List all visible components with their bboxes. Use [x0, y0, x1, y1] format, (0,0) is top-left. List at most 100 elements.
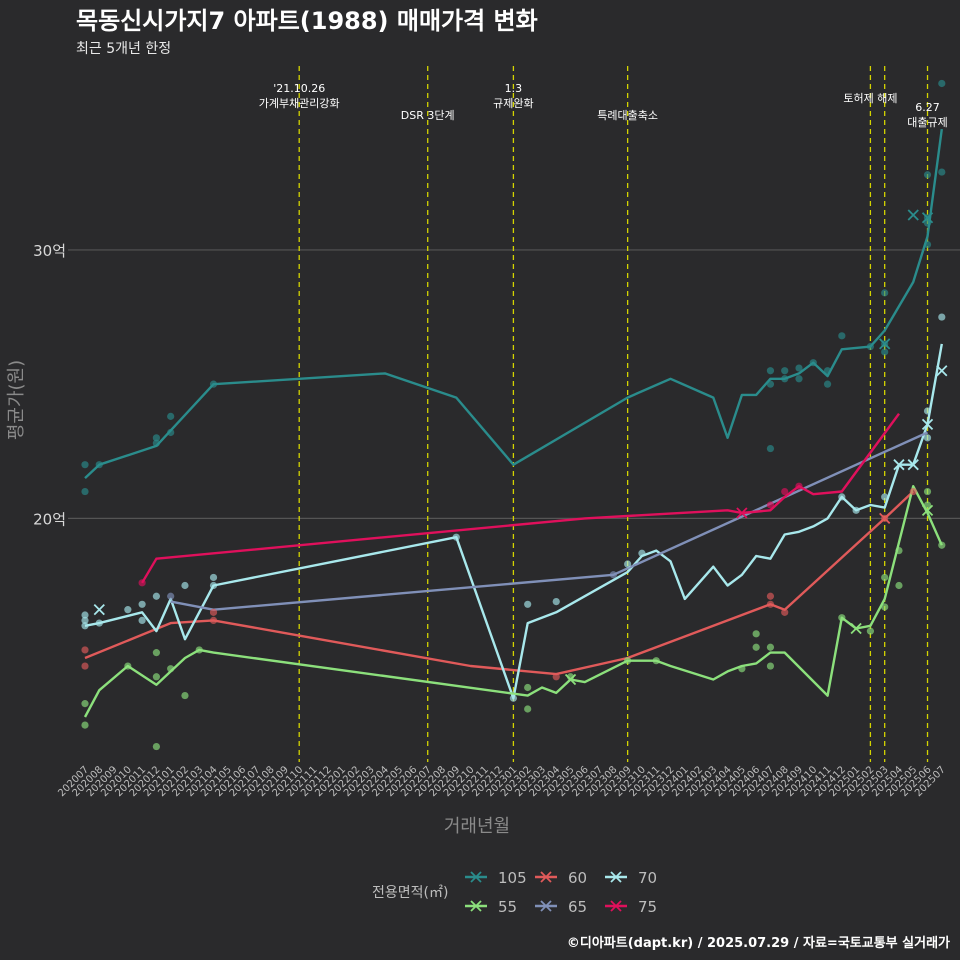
cross-mark-70-0 — [93, 604, 105, 616]
point-105-16 — [823, 380, 832, 388]
point-55-27 — [938, 541, 946, 549]
point-55-26 — [923, 487, 932, 496]
point-105-10 — [766, 380, 775, 388]
point-60-5 — [766, 592, 775, 600]
point-55-23 — [895, 581, 903, 590]
point-60-0 — [81, 662, 89, 670]
point-55-3 — [152, 649, 160, 657]
cross-mark-70-3 — [921, 418, 934, 431]
point-105-20 — [881, 348, 889, 356]
legend-item-105: 105 — [465, 869, 527, 887]
point-105-0 — [81, 487, 89, 496]
cross-mark-70-2 — [907, 459, 919, 471]
point-105-1 — [81, 461, 89, 469]
cross-55-1 — [850, 622, 862, 635]
point-70-20 — [923, 407, 932, 415]
point-70-13 — [524, 600, 532, 608]
point-55-9 — [524, 705, 532, 713]
legend-swatch-cross-65 — [540, 900, 552, 912]
point-70-18 — [852, 506, 860, 514]
point-70-16 — [638, 549, 646, 557]
point-70-3 — [95, 619, 103, 627]
legend-title: 전용면적(㎡) — [372, 885, 448, 901]
legend-label-65: 65 — [568, 898, 587, 916]
legend-item-75: 75 — [605, 898, 657, 916]
point-55-4 — [152, 673, 160, 681]
point-105-21 — [881, 289, 889, 297]
point-105-5 — [167, 428, 175, 437]
policy-label-1-0: DSR 3단계 — [401, 109, 455, 122]
legend-swatch-cross-75 — [610, 900, 622, 912]
policy-label-2-0: 1.3 — [505, 82, 523, 95]
point-105-15 — [809, 359, 817, 367]
cross-105-0 — [879, 338, 891, 350]
point-55-19 — [838, 614, 846, 622]
legend-swatch-cross-70 — [610, 871, 622, 883]
legend-label-60: 60 — [568, 869, 587, 887]
point-65-0 — [167, 592, 175, 600]
point-60-3 — [209, 608, 218, 616]
point-105-12 — [781, 367, 789, 375]
cross-mark-55-2 — [921, 504, 934, 516]
point-55-10 — [524, 683, 532, 692]
series-line-75 — [141, 412, 900, 584]
point-70-22 — [938, 313, 946, 321]
point-105-6 — [167, 412, 175, 420]
legend-label-70: 70 — [638, 869, 657, 887]
cross-105-2 — [921, 212, 934, 224]
point-105-26 — [923, 171, 932, 179]
point-55-5 — [152, 742, 160, 751]
cross-55-0 — [564, 673, 577, 686]
point-55-17 — [766, 643, 775, 651]
point-55-25 — [923, 501, 932, 509]
point-75-0 — [138, 579, 146, 587]
cross-75-0 — [736, 507, 748, 519]
cross-70-4 — [936, 365, 948, 377]
series-lines — [83, 128, 943, 718]
cross-markers — [93, 209, 948, 686]
point-55-21 — [881, 573, 889, 582]
point-55-18 — [766, 662, 775, 670]
point-65-1 — [609, 571, 617, 579]
point-55-2 — [124, 662, 132, 670]
point-55-20 — [866, 627, 875, 635]
point-55-6 — [167, 665, 175, 673]
legend-label-75: 75 — [638, 898, 657, 916]
point-105-4 — [152, 434, 160, 442]
point-70-12 — [509, 694, 517, 702]
point-75-3 — [795, 482, 803, 490]
policy-label-2-1: 규제완화 — [493, 97, 533, 110]
point-60-6 — [766, 600, 775, 608]
cross-mark-105-2 — [921, 212, 934, 224]
cross-70-2 — [907, 459, 919, 471]
cross-mark-105-1 — [907, 209, 919, 221]
point-70-7 — [152, 592, 160, 600]
point-105-9 — [766, 444, 775, 453]
cross-70-0 — [93, 604, 105, 616]
policy-label-6-0: 6.27 — [915, 101, 940, 114]
point-105-14 — [795, 375, 803, 383]
x-axis-title: 거래년월 — [444, 816, 510, 837]
point-105-13 — [795, 364, 803, 372]
source-caption: ©디아파트(dapt.kr) / 2025.07.29 / 자료=국토교통부 실… — [567, 935, 950, 951]
point-70-1 — [81, 622, 89, 630]
legend-swatch-cross-60 — [540, 871, 552, 883]
cross-mark-105-0 — [879, 338, 891, 350]
point-70-11 — [452, 533, 460, 541]
legend-item-55: 55 — [465, 898, 517, 916]
point-70-10 — [209, 573, 218, 582]
point-55-22 — [881, 603, 889, 611]
legend-label-105: 105 — [498, 869, 527, 887]
point-55-1 — [81, 721, 89, 729]
point-55-14 — [738, 665, 746, 673]
point-60-9 — [909, 487, 917, 496]
point-55-13 — [652, 657, 660, 665]
point-105-24 — [923, 219, 932, 227]
cross-mark-70-4 — [936, 365, 948, 377]
legend-item-70: 70 — [605, 869, 657, 887]
legend-swatch-cross-55 — [470, 900, 482, 912]
point-75-2 — [781, 487, 789, 496]
